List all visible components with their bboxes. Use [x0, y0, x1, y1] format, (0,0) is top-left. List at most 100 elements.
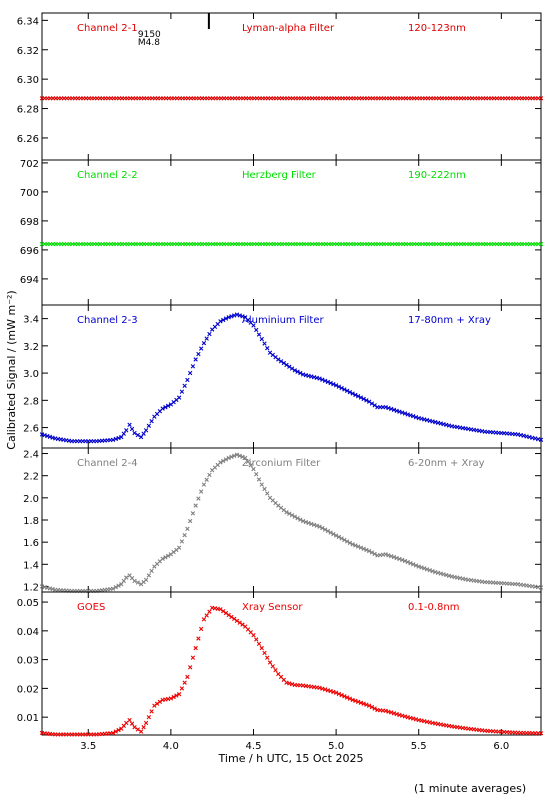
y-tick-label: 3.4 [23, 315, 39, 326]
y-tick-label: 1.4 [23, 560, 39, 571]
data-point [176, 691, 182, 697]
data-point [259, 336, 264, 342]
data-point [325, 379, 331, 385]
channel-label: Channel 2-1 [77, 23, 138, 34]
data-point [284, 510, 289, 515]
y-tick-label: 694 [20, 275, 39, 286]
data-point [240, 454, 245, 460]
data-point [306, 520, 311, 526]
y-tick-label: 696 [20, 246, 39, 257]
data-point [303, 519, 309, 525]
data-point [350, 542, 355, 547]
data-point [372, 706, 377, 711]
data-point [298, 517, 303, 522]
data-point [411, 562, 416, 567]
data-point [138, 434, 144, 440]
data-point [124, 575, 129, 580]
data-point [232, 616, 237, 622]
data-point [317, 524, 322, 529]
data-point [411, 414, 416, 419]
data-point [174, 693, 179, 698]
data-point [198, 626, 204, 632]
data-point [232, 313, 237, 318]
data-point [278, 359, 284, 364]
data-point [179, 686, 185, 691]
data-point [116, 583, 121, 588]
data-point [366, 548, 372, 554]
data-point [402, 411, 408, 416]
series-aluminium [39, 312, 544, 444]
data-point [336, 534, 342, 540]
averaging-note: (1 minute averages) [414, 782, 526, 795]
data-point [198, 346, 204, 351]
y-tick-label: 6.30 [17, 75, 39, 86]
data-point [182, 680, 187, 685]
data-point [427, 568, 432, 573]
y-tick-label: 0.01 [17, 713, 39, 724]
data-point [331, 382, 336, 387]
data-point [320, 525, 325, 531]
data-point [135, 580, 141, 585]
data-point [185, 526, 190, 532]
data-point [397, 556, 402, 562]
data-point [358, 395, 364, 400]
data-point [149, 419, 154, 424]
data-point [358, 700, 364, 705]
data-point [240, 314, 245, 319]
data-point [391, 554, 397, 560]
data-point [198, 489, 204, 494]
data-point [292, 368, 297, 373]
data-point [369, 401, 375, 406]
data-point [160, 556, 165, 561]
data-point [182, 383, 187, 388]
x-axis-label: Time / h UTC, 15 Oct 2025 [218, 752, 364, 765]
data-point [325, 528, 331, 534]
y-tick-label: 6.26 [17, 134, 39, 145]
panel-herzberg: 694 696 698 700 702 Channel 2-2 Herzberg Filte… [20, 159, 544, 306]
data-point [113, 436, 118, 442]
data-point [110, 730, 116, 736]
y-tick-label: 6.28 [17, 105, 39, 116]
panel-goes-xray: 0.01 0.02 0.03 0.04 0.05 GOES Xray Sensor 0.1-0… [17, 591, 544, 737]
data-point [347, 696, 353, 701]
data-point [149, 709, 154, 714]
data-point [221, 458, 226, 464]
data-point [369, 704, 375, 710]
data-point [207, 472, 212, 478]
data-point [333, 533, 339, 538]
data-point [116, 727, 121, 733]
data-point [143, 428, 149, 433]
series-lyman-alpha [39, 96, 544, 101]
data-point [372, 551, 377, 557]
data-point [234, 618, 240, 623]
data-point [361, 396, 366, 402]
data-point [171, 694, 176, 700]
data-point [218, 607, 223, 612]
data-point [538, 241, 544, 247]
band-label: 6-20nm + Xray [408, 458, 485, 469]
data-point [254, 472, 259, 477]
data-point [121, 578, 126, 584]
data-point [146, 573, 152, 578]
y-tick-label: 0.05 [17, 598, 39, 609]
data-point [413, 414, 419, 420]
data-point [350, 391, 355, 396]
data-point [344, 695, 350, 700]
x-tick-label: 5.5 [411, 741, 427, 752]
data-point [402, 558, 408, 564]
data-point [185, 674, 190, 680]
y-tick-label: 2.4 [23, 450, 39, 461]
data-point [234, 312, 240, 317]
data-point [196, 496, 201, 501]
panel-frame [41, 12, 542, 161]
data-point [386, 405, 391, 411]
data-point [116, 435, 121, 441]
data-point [287, 364, 292, 369]
data-point [270, 664, 275, 669]
data-point [221, 317, 226, 323]
data-point [353, 698, 358, 704]
data-point [132, 578, 137, 584]
data-point [419, 565, 424, 570]
data-point [405, 559, 410, 565]
data-point [204, 613, 209, 618]
